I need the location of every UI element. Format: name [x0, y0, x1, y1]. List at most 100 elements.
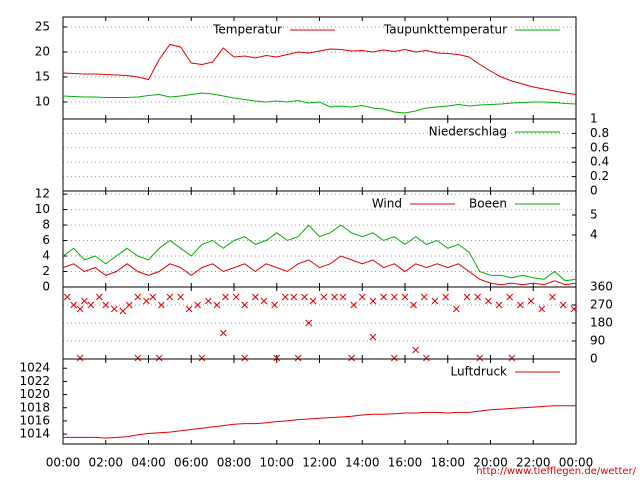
- scatter-point: [76, 354, 84, 362]
- legend-label: Niederschlag: [429, 125, 507, 139]
- scatter-point: [87, 301, 95, 309]
- scatter-point: [305, 319, 313, 327]
- scatter-point: [527, 297, 535, 305]
- y-tick-label: 90: [590, 334, 605, 348]
- scatter-point: [485, 297, 492, 305]
- y-tick-label: 0.4: [590, 155, 609, 169]
- y-tick-label: 0.2: [590, 169, 609, 183]
- series-line: [63, 405, 576, 439]
- scatter-point: [185, 305, 193, 313]
- footer-url: http://www.tiefflegen.de/wetter/: [476, 466, 636, 477]
- y-tick-label: 0.6: [590, 140, 609, 154]
- scatter-point: [194, 301, 202, 309]
- scatter-point: [241, 301, 249, 309]
- scatter-point: [506, 293, 514, 301]
- scatter-point: [412, 346, 420, 354]
- scatter-point: [166, 293, 174, 301]
- scatter-point: [401, 293, 409, 301]
- scatter-point: [570, 305, 578, 313]
- y-tick-label: 0: [590, 184, 598, 198]
- scatter-point: [134, 354, 142, 362]
- scatter-point: [260, 297, 268, 305]
- scatter-point: [508, 354, 516, 362]
- series-line: [62, 92, 577, 114]
- scatter-point: [452, 305, 460, 313]
- plot-frame: [62, 358, 577, 445]
- scatter-point: [320, 293, 328, 301]
- scatter-point: [410, 301, 417, 309]
- scatter-point: [495, 301, 503, 309]
- scatter-point: [273, 354, 281, 362]
- scatter-point: [339, 293, 347, 301]
- y-tick-label: 1024: [19, 361, 50, 375]
- y2-tick-label: 4: [590, 228, 598, 242]
- y-tick-label: 0: [42, 280, 50, 294]
- y-tick-label: 1022: [19, 374, 50, 388]
- x-tick-label: 22:00: [516, 456, 551, 470]
- x-tick-label: 18:00: [430, 456, 465, 470]
- y-tick-label: 1014: [19, 427, 50, 441]
- scatter-point: [301, 293, 308, 301]
- scatter-point: [102, 301, 110, 309]
- y-tick-label: 180: [590, 316, 613, 330]
- series-line: [62, 255, 577, 286]
- scatter-point: [252, 293, 259, 301]
- scatter-point: [222, 293, 229, 301]
- scatter-point: [155, 354, 163, 362]
- legend-label: Taupunkttemperatur: [383, 23, 507, 37]
- y-tick-label: 10: [35, 95, 50, 109]
- y-tick-label: 1020: [19, 387, 50, 401]
- y-tick-label: 1: [590, 112, 598, 126]
- scatter-point: [390, 354, 398, 362]
- legend-label: Temperatur: [212, 23, 282, 37]
- scatter-point: [559, 301, 567, 309]
- y-tick-label: 8: [42, 218, 50, 232]
- scatter-point: [70, 301, 78, 309]
- scatter-point: [219, 329, 227, 337]
- scatter-point: [149, 293, 157, 301]
- scatter-point: [143, 297, 150, 305]
- scatter-point: [232, 293, 240, 301]
- scatter-point: [294, 354, 302, 362]
- x-tick-label: 04:00: [131, 456, 166, 470]
- scatter-point: [290, 293, 298, 301]
- scatter-point: [63, 293, 71, 301]
- y-tick-label: 20: [35, 45, 50, 59]
- scatter-point: [358, 293, 366, 301]
- scatter-point: [369, 333, 377, 341]
- scatter-point: [198, 354, 206, 362]
- series-line: [62, 224, 577, 282]
- legend-label: Wind: [372, 197, 402, 211]
- series-line: [62, 43, 577, 95]
- x-tick-label: 12:00: [302, 456, 337, 470]
- scatter-point: [241, 354, 249, 362]
- legend-label: Luftdruck: [450, 365, 507, 379]
- y-tick-label: 1018: [19, 400, 50, 414]
- scatter-point: [110, 305, 118, 313]
- scatter-point: [549, 293, 556, 301]
- scatter-point: [177, 293, 184, 301]
- y-tick-label: 15: [35, 70, 50, 84]
- scatter-point: [271, 301, 278, 309]
- scatter-point: [204, 297, 212, 305]
- scatter-point: [538, 305, 546, 313]
- scatter-point: [442, 293, 449, 301]
- scatter-point: [369, 297, 377, 305]
- legend-label: Boeen: [469, 197, 507, 211]
- y-tick-label: 2: [42, 264, 50, 278]
- scatter-point: [309, 297, 317, 305]
- scatter-point: [390, 293, 398, 301]
- scatter-point: [463, 293, 471, 301]
- scatter-point: [281, 293, 289, 301]
- x-tick-label: 08:00: [217, 456, 252, 470]
- scatter-point: [119, 307, 127, 315]
- scatter-point: [125, 301, 133, 309]
- scatter-point: [348, 354, 355, 362]
- scatter-point: [380, 293, 387, 301]
- scatter-point: [517, 301, 524, 309]
- y-tick-label: 4: [42, 249, 50, 263]
- scatter-point: [95, 293, 103, 301]
- scatter-point: [213, 301, 221, 309]
- scatter-point: [157, 301, 165, 309]
- scatter-point: [431, 297, 439, 305]
